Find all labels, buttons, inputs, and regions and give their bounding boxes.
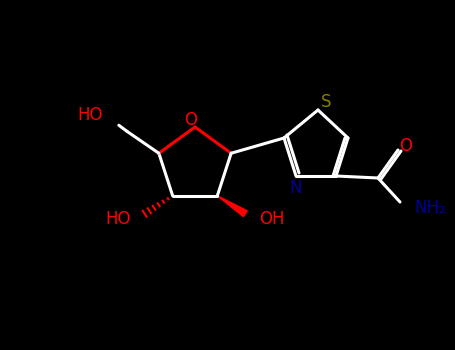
Text: NH₂: NH₂ xyxy=(414,199,446,217)
Text: HO: HO xyxy=(77,106,103,124)
Polygon shape xyxy=(217,196,247,217)
Text: HO: HO xyxy=(105,210,131,228)
Text: N: N xyxy=(290,179,302,197)
Text: S: S xyxy=(321,93,331,111)
Text: O: O xyxy=(399,137,413,155)
Text: OH: OH xyxy=(259,210,285,228)
Text: O: O xyxy=(184,111,197,129)
